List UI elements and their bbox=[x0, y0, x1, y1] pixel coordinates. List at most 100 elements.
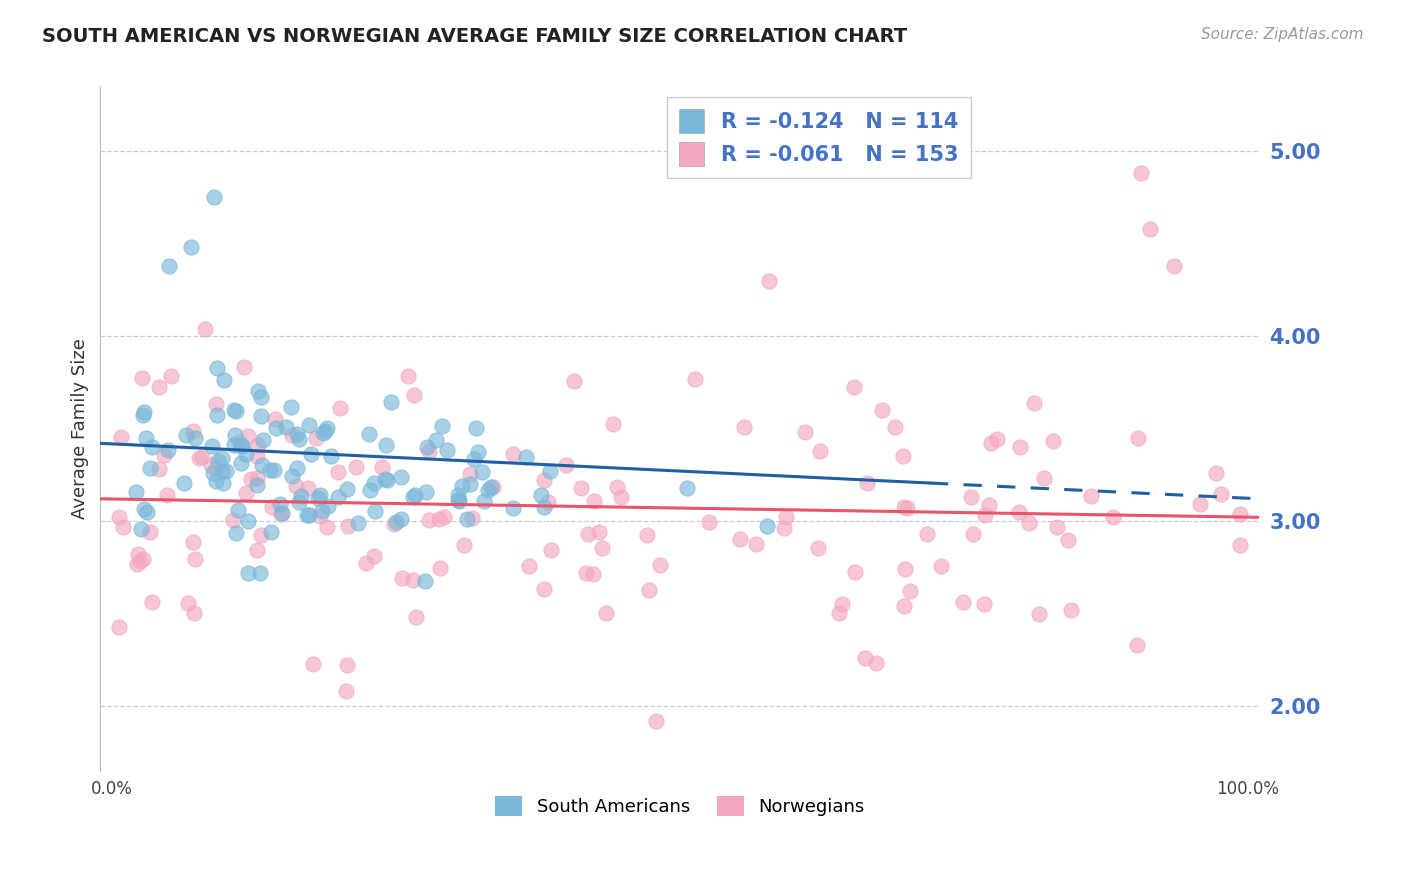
Point bbox=[980, 436, 1002, 450]
Point bbox=[396, 369, 419, 384]
Point bbox=[316, 499, 339, 513]
Point bbox=[131, 371, 153, 385]
Point bbox=[883, 420, 905, 434]
Point bbox=[238, 514, 260, 528]
Point bbox=[1229, 538, 1251, 552]
Point bbox=[893, 599, 915, 613]
Point bbox=[326, 491, 349, 505]
Point bbox=[450, 479, 472, 493]
Point bbox=[201, 466, 224, 480]
Point bbox=[456, 512, 478, 526]
Point bbox=[569, 481, 592, 495]
Point bbox=[295, 508, 318, 522]
Point bbox=[517, 558, 540, 573]
Point bbox=[960, 490, 983, 504]
Y-axis label: Average Family Size: Average Family Size bbox=[72, 338, 89, 519]
Point bbox=[141, 595, 163, 609]
Point bbox=[1045, 520, 1067, 534]
Point bbox=[576, 527, 599, 541]
Point bbox=[312, 426, 335, 441]
Point bbox=[235, 448, 257, 462]
Point bbox=[1126, 431, 1149, 445]
Point bbox=[453, 538, 475, 552]
Point bbox=[131, 552, 153, 566]
Point bbox=[1042, 434, 1064, 449]
Point bbox=[176, 596, 198, 610]
Point bbox=[374, 472, 396, 486]
Point bbox=[416, 440, 439, 454]
Point bbox=[962, 527, 984, 541]
Point bbox=[264, 421, 287, 435]
Point bbox=[157, 259, 180, 273]
Point bbox=[755, 519, 778, 533]
Point bbox=[465, 421, 488, 435]
Point bbox=[853, 651, 876, 665]
Point bbox=[194, 322, 217, 336]
Point bbox=[429, 561, 451, 575]
Point bbox=[418, 513, 440, 527]
Point bbox=[1008, 504, 1031, 518]
Point bbox=[610, 490, 633, 504]
Point bbox=[533, 500, 555, 515]
Point bbox=[132, 501, 155, 516]
Point bbox=[1125, 638, 1147, 652]
Point bbox=[402, 388, 425, 402]
Point bbox=[246, 449, 269, 463]
Point bbox=[269, 497, 291, 511]
Point bbox=[697, 515, 720, 529]
Point bbox=[447, 488, 470, 502]
Point bbox=[554, 458, 576, 472]
Point bbox=[418, 443, 440, 458]
Point bbox=[246, 471, 269, 485]
Point bbox=[638, 582, 661, 597]
Point bbox=[758, 274, 780, 288]
Point bbox=[733, 420, 755, 434]
Point bbox=[156, 488, 179, 502]
Point bbox=[1033, 471, 1056, 485]
Point bbox=[246, 478, 269, 492]
Text: SOUTH AMERICAN VS NORWEGIAN AVERAGE FAMILY SIZE CORRELATION CHART: SOUTH AMERICAN VS NORWEGIAN AVERAGE FAMI… bbox=[42, 27, 907, 45]
Point bbox=[471, 465, 494, 479]
Point bbox=[136, 506, 159, 520]
Point bbox=[828, 606, 851, 620]
Point bbox=[315, 421, 337, 435]
Point bbox=[205, 408, 228, 422]
Point bbox=[773, 521, 796, 535]
Point bbox=[249, 566, 271, 580]
Point bbox=[299, 447, 322, 461]
Point bbox=[125, 557, 148, 571]
Point bbox=[602, 417, 624, 431]
Point bbox=[302, 657, 325, 672]
Point bbox=[1205, 466, 1227, 480]
Point bbox=[427, 512, 450, 526]
Point bbox=[319, 449, 342, 463]
Point bbox=[148, 380, 170, 394]
Point bbox=[606, 480, 628, 494]
Point bbox=[1102, 510, 1125, 524]
Point bbox=[582, 566, 605, 581]
Point bbox=[205, 474, 228, 488]
Point bbox=[929, 559, 952, 574]
Point bbox=[260, 500, 283, 515]
Point bbox=[280, 401, 302, 415]
Point bbox=[249, 390, 271, 404]
Point bbox=[793, 425, 815, 439]
Point bbox=[263, 463, 285, 477]
Point bbox=[391, 571, 413, 585]
Point bbox=[139, 461, 162, 475]
Point bbox=[183, 606, 205, 620]
Point bbox=[472, 494, 495, 508]
Point bbox=[222, 402, 245, 417]
Point bbox=[329, 401, 352, 415]
Point bbox=[384, 515, 406, 529]
Point bbox=[915, 527, 938, 541]
Point bbox=[139, 524, 162, 539]
Point bbox=[229, 457, 252, 471]
Point bbox=[297, 481, 319, 495]
Point bbox=[807, 541, 830, 556]
Point bbox=[287, 494, 309, 508]
Point bbox=[204, 461, 226, 475]
Point bbox=[247, 438, 270, 452]
Point bbox=[893, 500, 915, 515]
Point bbox=[259, 462, 281, 476]
